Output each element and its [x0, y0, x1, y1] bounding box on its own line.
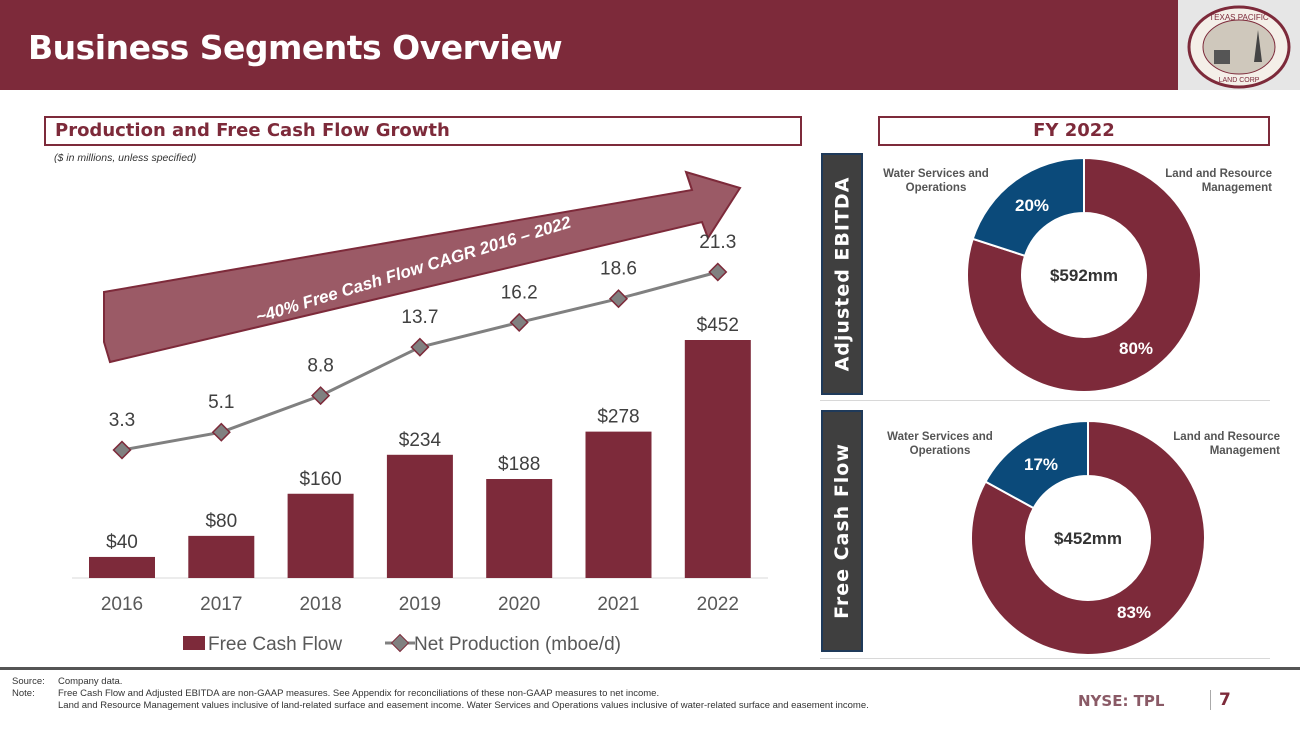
- donut1-center: $592mm: [1050, 266, 1118, 285]
- production-label-2020: 16.2: [501, 282, 538, 303]
- bar-label-2018: $160: [299, 469, 341, 490]
- bar-label-2020: $188: [498, 454, 540, 475]
- bar-2020: [486, 479, 553, 578]
- source-label: Source:: [12, 676, 45, 687]
- production-label-2022: 21.3: [699, 232, 736, 253]
- legend-net-production: Net Production (mboe/d): [414, 634, 621, 655]
- production-point-2022: [708, 262, 728, 282]
- bar-label-2019: $234: [399, 430, 442, 451]
- production-point-2016: [112, 440, 132, 460]
- free-cash-flow-label: Free Cash Flow: [821, 410, 863, 652]
- bar-2019: [386, 454, 453, 578]
- x-tick-2016: 2016: [101, 594, 143, 615]
- donut2-land-label: Land and Resource Management: [1173, 431, 1280, 457]
- seal-icon: TEXAS PACIFIC LAND CORP: [1187, 5, 1291, 89]
- production-point-2018: [311, 386, 331, 406]
- production-label-2019: 13.7: [401, 307, 438, 328]
- x-tick-2020: 2020: [498, 594, 540, 615]
- donut1-land-slice: [966, 156, 1202, 393]
- adjusted-ebitda-label: Adjusted EBITDA: [821, 153, 863, 395]
- donut2-center: $452mm: [1054, 529, 1122, 548]
- bar-2017: [188, 535, 255, 578]
- donut2-land-slice: [970, 419, 1206, 656]
- note-line-2: Land and Resource Management values incl…: [58, 700, 869, 711]
- production-label-2016: 3.3: [109, 410, 135, 431]
- x-tick-2018: 2018: [299, 594, 341, 615]
- donut1-water-label: Water Services and Operations: [883, 168, 989, 194]
- donut2-water-label: Water Services and Operations: [887, 431, 993, 457]
- combo-chart: ~40% Free Cash Flow CAGR 2016 – 2022 $40…: [72, 170, 768, 655]
- footer-divider: [0, 667, 1300, 670]
- bar-label-2022: $452: [697, 315, 739, 336]
- production-point-2021: [608, 289, 629, 309]
- bar-2022: [684, 340, 751, 578]
- x-tick-2019: 2019: [399, 594, 441, 615]
- section-title-production: Production and Free Cash Flow Growth: [44, 116, 802, 146]
- page-title: Business Segments Overview: [28, 28, 563, 67]
- note-label: Note:: [12, 688, 35, 699]
- company-logo: TEXAS PACIFIC LAND CORP: [1178, 0, 1300, 90]
- x-tick-2021: 2021: [597, 594, 639, 615]
- x-tick-2017: 2017: [200, 594, 242, 615]
- production-point-2017: [211, 422, 231, 442]
- bar-label-2016: $40: [106, 532, 138, 553]
- x-tick-2022: 2022: [697, 594, 739, 615]
- production-label-2018: 8.8: [307, 356, 333, 377]
- donut1-land-label: Land and Resource Management: [1165, 168, 1272, 194]
- ticker: NYSE: TPL: [1078, 692, 1165, 710]
- bar-2021: [585, 431, 652, 578]
- legend-bar-swatch: [183, 636, 205, 650]
- donut1-pct-land: 80%: [1119, 339, 1153, 358]
- production-label-2017: 5.1: [208, 392, 234, 413]
- donut2-water-slice: [984, 419, 1089, 510]
- bar-2018: [287, 493, 354, 578]
- donut1-pct-water: 20%: [1015, 196, 1049, 215]
- donut1-water-slice: [971, 156, 1085, 258]
- legend-free-cash-flow: Free Cash Flow: [208, 634, 342, 655]
- cagr-arrow: [103, 170, 742, 364]
- source-text: Company data.: [58, 676, 123, 687]
- production-label-2021: 18.6: [600, 259, 637, 280]
- production-point-2020: [509, 312, 529, 332]
- production-point-2019: [410, 337, 430, 357]
- svg-text:TEXAS PACIFIC: TEXAS PACIFIC: [1209, 13, 1269, 22]
- bar-label-2017: $80: [205, 511, 237, 532]
- svg-text:LAND CORP: LAND CORP: [1219, 77, 1260, 84]
- section-title-fy2022: FY 2022: [878, 116, 1270, 146]
- bar-label-2021: $278: [597, 407, 639, 428]
- donut-charts: $592mm $452mm 20% 80% 17% 83%: [966, 156, 1206, 656]
- donut2-pct-land: 83%: [1117, 603, 1151, 622]
- page-number: 7: [1210, 690, 1231, 710]
- units-note: ($ in millions, unless specified): [54, 152, 197, 164]
- donut2-pct-water: 17%: [1024, 455, 1058, 474]
- bar-2016: [89, 556, 155, 578]
- header-bar: [0, 0, 1178, 90]
- note-line-1: Free Cash Flow and Adjusted EBITDA are n…: [58, 688, 660, 699]
